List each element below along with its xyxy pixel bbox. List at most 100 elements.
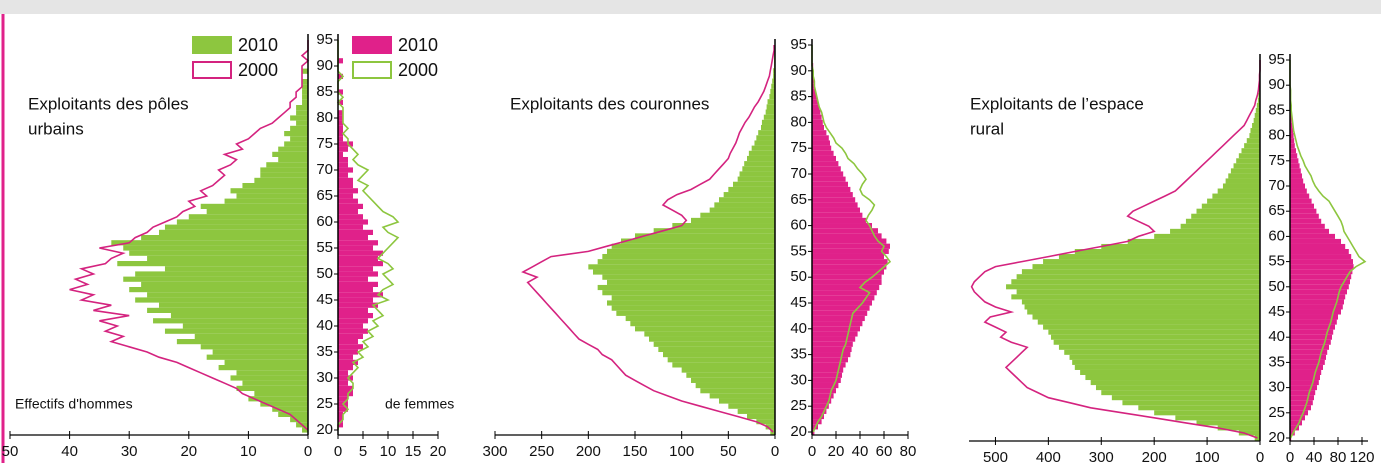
bar bbox=[1290, 153, 1298, 159]
bar bbox=[260, 167, 308, 173]
bar bbox=[700, 388, 775, 394]
bar bbox=[224, 359, 308, 365]
bar bbox=[260, 401, 308, 407]
bar bbox=[296, 105, 308, 111]
bar bbox=[338, 136, 343, 142]
bar bbox=[338, 177, 353, 183]
bar bbox=[1127, 238, 1260, 244]
bar bbox=[812, 403, 829, 409]
bar bbox=[767, 99, 775, 105]
bar bbox=[338, 73, 343, 79]
bar bbox=[1290, 163, 1300, 169]
x2-tick-label: 40 bbox=[852, 443, 869, 460]
bar bbox=[625, 315, 775, 322]
bar bbox=[1032, 264, 1260, 270]
bar bbox=[1256, 102, 1260, 108]
legend-swatch bbox=[352, 61, 392, 79]
bar bbox=[1233, 163, 1260, 169]
x-tick-label: 40 bbox=[61, 443, 78, 460]
bar bbox=[812, 248, 889, 254]
bar bbox=[1021, 299, 1260, 305]
age-tick-label: 75 bbox=[790, 139, 807, 156]
bar bbox=[338, 214, 363, 220]
bar bbox=[236, 385, 308, 391]
age-tick-label: 50 bbox=[316, 265, 333, 282]
age-tick-label: 30 bbox=[1268, 379, 1285, 396]
x2-tick-label: 0 bbox=[1286, 449, 1294, 463]
bar bbox=[338, 151, 343, 157]
bar bbox=[1290, 375, 1320, 381]
bar bbox=[1290, 309, 1341, 315]
bar bbox=[1290, 249, 1349, 255]
age-tick-label: 35 bbox=[1268, 353, 1285, 370]
bar bbox=[812, 362, 846, 368]
bar bbox=[728, 403, 775, 409]
bar bbox=[1238, 430, 1260, 436]
top-band bbox=[0, 0, 1381, 14]
age-tick-label: 95 bbox=[1268, 51, 1285, 68]
bar bbox=[748, 150, 775, 156]
age-tick-label: 35 bbox=[790, 346, 807, 363]
bar bbox=[812, 166, 841, 172]
bar bbox=[1290, 410, 1308, 416]
bar bbox=[812, 352, 851, 358]
bar bbox=[1249, 133, 1260, 139]
bar bbox=[302, 84, 308, 90]
bar bbox=[1290, 238, 1341, 244]
x-tick-label: 100 bbox=[669, 443, 694, 460]
x2-tick-label: 120 bbox=[1349, 449, 1374, 463]
bar bbox=[242, 183, 308, 189]
line bbox=[811, 45, 892, 433]
bar bbox=[747, 413, 775, 420]
bar bbox=[1290, 380, 1319, 386]
bar bbox=[1290, 405, 1311, 411]
age-tick-label: 20 bbox=[316, 421, 333, 438]
bar bbox=[1006, 284, 1260, 290]
bar bbox=[290, 417, 308, 423]
bar bbox=[812, 238, 887, 244]
bar bbox=[812, 88, 816, 95]
bar bbox=[338, 411, 343, 417]
chart-title: Exploitants des couronnes bbox=[510, 94, 709, 113]
x-tick-label: 300 bbox=[482, 443, 507, 460]
bar bbox=[812, 207, 860, 213]
bar bbox=[663, 352, 775, 358]
bar bbox=[1180, 223, 1260, 229]
bar bbox=[812, 150, 834, 156]
bar bbox=[338, 307, 368, 313]
bar bbox=[1290, 319, 1337, 325]
bar bbox=[812, 202, 858, 208]
chart-title: urbains bbox=[28, 119, 84, 138]
bar bbox=[296, 120, 308, 126]
bar bbox=[812, 382, 839, 389]
bar bbox=[672, 362, 775, 368]
bar bbox=[1290, 420, 1302, 426]
bar bbox=[681, 367, 775, 373]
x-axis-label: Effectifs d'hommes bbox=[15, 396, 133, 412]
age-tick-label: 95 bbox=[316, 31, 333, 48]
bar bbox=[607, 248, 775, 254]
bar bbox=[230, 375, 308, 381]
age-tick-label: 60 bbox=[790, 217, 807, 234]
bar bbox=[719, 197, 775, 203]
bar bbox=[206, 209, 308, 215]
bar bbox=[1290, 228, 1329, 234]
bar bbox=[338, 183, 353, 189]
bar bbox=[1290, 289, 1347, 295]
age-tick-label: 25 bbox=[790, 397, 807, 414]
bar bbox=[1290, 138, 1295, 144]
bar bbox=[1290, 390, 1316, 396]
bar bbox=[1290, 279, 1350, 285]
bar bbox=[812, 186, 851, 193]
bar bbox=[338, 229, 373, 235]
bar bbox=[338, 235, 368, 241]
bar bbox=[1290, 123, 1293, 129]
bar bbox=[602, 290, 775, 296]
bar bbox=[649, 336, 775, 342]
bar bbox=[272, 406, 308, 412]
bar bbox=[338, 245, 373, 251]
age-tick-label: 75 bbox=[1268, 152, 1285, 169]
bar bbox=[338, 339, 358, 345]
bar bbox=[1290, 213, 1319, 219]
bar bbox=[170, 313, 308, 319]
